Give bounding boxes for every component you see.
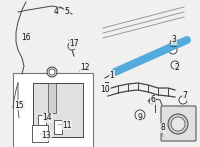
Text: 10: 10 [100,86,110,95]
Text: 8: 8 [161,123,165,132]
Text: 15: 15 [14,101,24,110]
Text: 2: 2 [175,64,179,72]
Circle shape [135,110,145,120]
Circle shape [49,69,55,75]
Text: 7: 7 [183,91,187,101]
Circle shape [149,98,155,104]
Circle shape [168,114,188,134]
Text: 9: 9 [138,113,142,122]
Bar [54,120,62,134]
Circle shape [179,96,187,104]
Circle shape [68,42,76,50]
Text: 11: 11 [62,121,72,130]
Bar [32,125,48,142]
Text: 12: 12 [80,64,90,72]
Text: 4: 4 [54,7,58,16]
Bar [48,83,56,113]
Text: 16: 16 [21,34,31,42]
Text: 13: 13 [41,132,51,141]
Text: 14: 14 [42,113,52,122]
Text: 5: 5 [65,7,69,16]
Text: 17: 17 [69,40,79,49]
Circle shape [169,46,177,54]
Text: 1: 1 [110,71,114,80]
Circle shape [171,117,185,131]
Bar [13,73,93,147]
Text: 3: 3 [172,35,176,45]
FancyBboxPatch shape [161,106,196,141]
Bar [33,83,83,137]
Circle shape [171,61,179,69]
Circle shape [47,67,57,77]
Text: 6: 6 [151,96,155,105]
Circle shape [170,40,176,46]
Bar [38,115,46,127]
